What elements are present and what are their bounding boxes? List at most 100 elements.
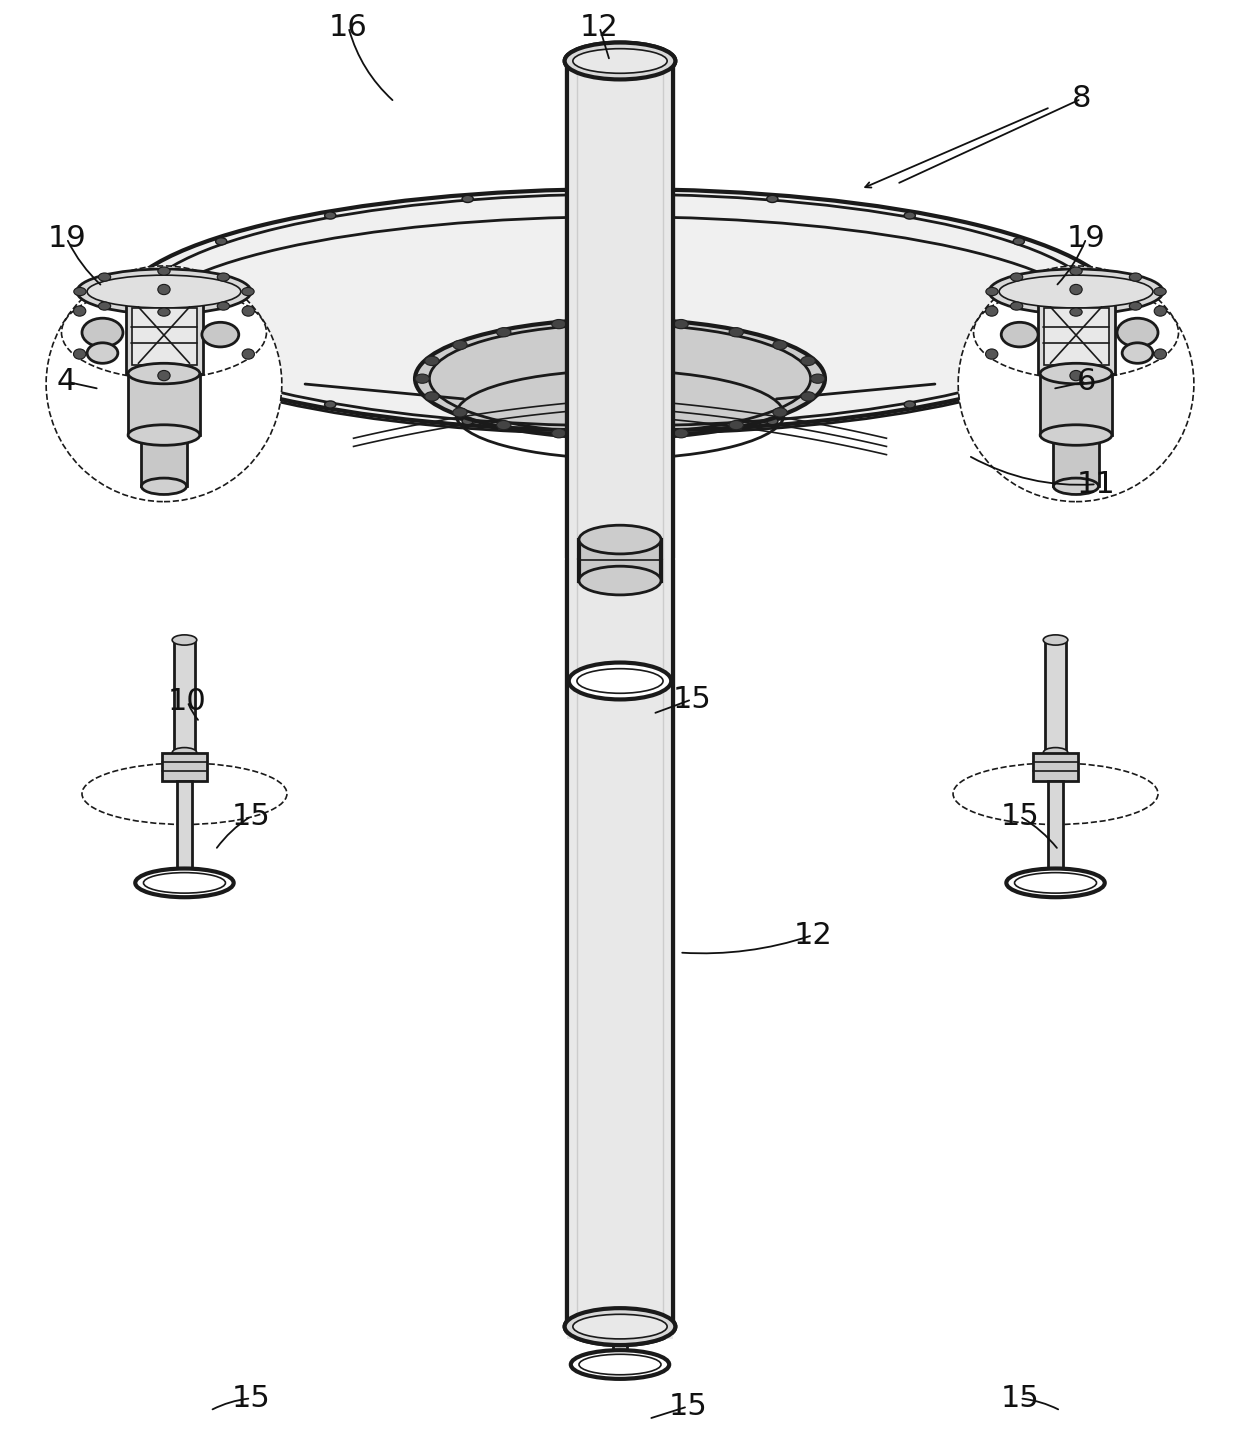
Ellipse shape <box>1007 869 1105 897</box>
Ellipse shape <box>157 285 170 295</box>
Text: 4: 4 <box>57 367 77 396</box>
Ellipse shape <box>1084 270 1095 278</box>
Ellipse shape <box>773 408 787 416</box>
Text: 12: 12 <box>580 13 619 42</box>
Ellipse shape <box>999 275 1153 308</box>
Ellipse shape <box>1054 479 1099 495</box>
Ellipse shape <box>74 288 86 295</box>
Text: 15: 15 <box>672 685 711 714</box>
Ellipse shape <box>216 237 227 244</box>
Bar <box>126 302 203 373</box>
Ellipse shape <box>141 479 186 495</box>
Ellipse shape <box>1043 748 1068 758</box>
Ellipse shape <box>1154 348 1167 359</box>
Ellipse shape <box>172 748 197 758</box>
Circle shape <box>46 266 281 502</box>
Ellipse shape <box>766 195 777 202</box>
Bar <box>1044 308 1109 366</box>
Ellipse shape <box>87 275 241 308</box>
Ellipse shape <box>729 328 744 337</box>
Ellipse shape <box>570 684 670 713</box>
Ellipse shape <box>415 375 429 383</box>
Ellipse shape <box>82 318 123 347</box>
Ellipse shape <box>801 356 815 366</box>
Ellipse shape <box>614 424 626 431</box>
Ellipse shape <box>496 421 511 429</box>
Ellipse shape <box>1154 288 1166 295</box>
Text: 6: 6 <box>1076 367 1096 396</box>
Text: 15: 15 <box>668 1392 707 1421</box>
Circle shape <box>959 266 1194 502</box>
Ellipse shape <box>773 340 787 350</box>
Bar <box>128 373 200 435</box>
Ellipse shape <box>552 320 565 328</box>
Text: 15: 15 <box>232 801 270 831</box>
Ellipse shape <box>172 635 197 645</box>
Ellipse shape <box>325 401 336 408</box>
Ellipse shape <box>135 869 233 897</box>
Bar <box>1033 753 1078 781</box>
Bar <box>141 435 186 486</box>
Ellipse shape <box>573 1314 667 1339</box>
Text: 19: 19 <box>47 224 86 253</box>
Bar <box>1054 435 1099 486</box>
Bar <box>567 67 673 1326</box>
Ellipse shape <box>986 348 998 359</box>
Ellipse shape <box>564 1309 676 1345</box>
Ellipse shape <box>579 525 661 554</box>
Ellipse shape <box>904 401 915 408</box>
Ellipse shape <box>1117 318 1158 347</box>
Ellipse shape <box>1070 308 1083 317</box>
Bar <box>177 781 192 873</box>
Ellipse shape <box>122 307 133 314</box>
Bar <box>174 641 195 753</box>
Ellipse shape <box>325 213 336 220</box>
Ellipse shape <box>1070 285 1083 295</box>
Ellipse shape <box>1013 237 1024 244</box>
Ellipse shape <box>128 363 200 383</box>
Ellipse shape <box>1040 363 1112 383</box>
Ellipse shape <box>87 343 118 363</box>
Ellipse shape <box>463 418 474 425</box>
Bar <box>567 560 673 1339</box>
Bar <box>162 753 207 781</box>
Ellipse shape <box>1001 322 1038 347</box>
Ellipse shape <box>570 1351 670 1379</box>
Ellipse shape <box>729 421 744 429</box>
Ellipse shape <box>1011 302 1023 309</box>
Ellipse shape <box>73 348 86 359</box>
Bar <box>598 568 642 597</box>
Ellipse shape <box>1107 307 1118 314</box>
Ellipse shape <box>217 273 229 281</box>
Ellipse shape <box>564 42 676 80</box>
Text: 19: 19 <box>1066 224 1106 253</box>
Ellipse shape <box>1040 425 1112 445</box>
Ellipse shape <box>552 428 565 438</box>
Ellipse shape <box>1070 268 1083 275</box>
Text: 10: 10 <box>169 687 207 716</box>
Bar <box>1038 302 1115 373</box>
Bar <box>133 308 197 366</box>
Ellipse shape <box>986 307 998 317</box>
Text: 12: 12 <box>794 921 832 950</box>
Ellipse shape <box>1013 375 1024 382</box>
Bar <box>613 1262 627 1355</box>
Ellipse shape <box>766 418 777 425</box>
Ellipse shape <box>1070 370 1083 380</box>
Ellipse shape <box>1043 635 1068 645</box>
Bar <box>1040 373 1112 435</box>
Text: 15: 15 <box>232 1384 270 1413</box>
Ellipse shape <box>242 288 254 295</box>
Ellipse shape <box>613 431 627 441</box>
Ellipse shape <box>217 302 229 309</box>
Ellipse shape <box>579 525 661 554</box>
Ellipse shape <box>145 343 156 350</box>
Ellipse shape <box>614 189 626 197</box>
Ellipse shape <box>1130 273 1142 281</box>
Ellipse shape <box>573 49 667 74</box>
Bar <box>613 597 627 690</box>
Bar <box>579 539 661 580</box>
Ellipse shape <box>1154 307 1167 317</box>
Ellipse shape <box>202 322 239 347</box>
Ellipse shape <box>675 320 688 328</box>
